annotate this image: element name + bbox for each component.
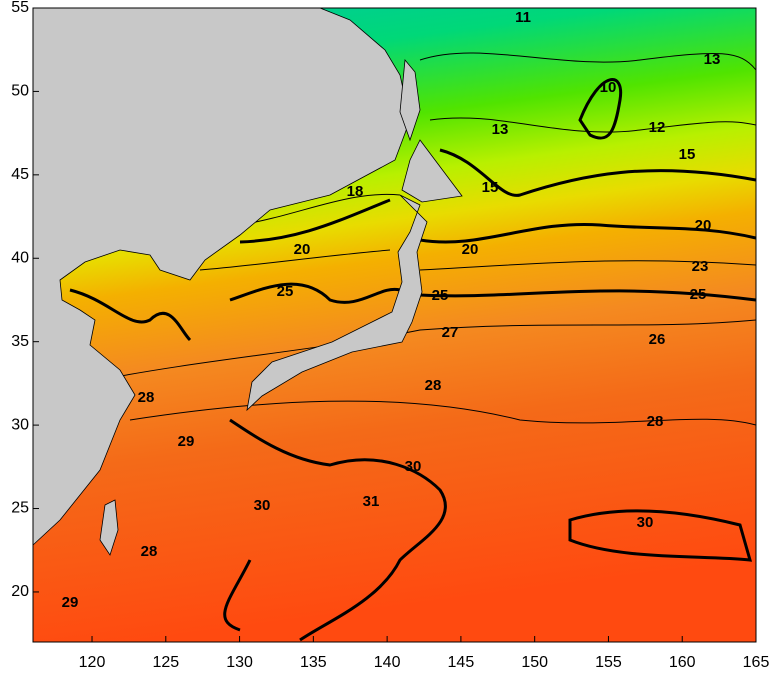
y-tick-label: 20 bbox=[11, 583, 29, 600]
contour-label: 29 bbox=[178, 433, 195, 450]
contour-label: 15 bbox=[679, 146, 696, 163]
contour-label: 28 bbox=[425, 377, 442, 394]
contour-label: 13 bbox=[704, 51, 721, 68]
contour-label: 13 bbox=[492, 121, 509, 138]
contour-label: 29 bbox=[62, 594, 79, 611]
x-tick-label: 160 bbox=[669, 654, 696, 671]
axes: 120 125 130 135 140 145 150 155 160 165 20 25 30 35 40… bbox=[11, 0, 769, 671]
contour-label: 28 bbox=[141, 543, 158, 560]
contour-label: 25 bbox=[432, 287, 449, 304]
y-tick-label: 55 bbox=[11, 0, 29, 16]
y-tick-label: 25 bbox=[11, 500, 29, 517]
contour-label: 20 bbox=[462, 241, 479, 258]
map-area: 11 13 10 13 12 15 15 18 20 20 20 23 25 25 25 27 26 28 28 28… bbox=[33, 8, 756, 642]
contours bbox=[69, 52, 756, 642]
land bbox=[33, 8, 463, 556]
contour-label: 20 bbox=[294, 241, 311, 258]
x-tick-label: 135 bbox=[300, 654, 327, 671]
y-tick-label: 30 bbox=[11, 416, 29, 433]
contour-label: 25 bbox=[690, 286, 707, 303]
contour-label: 28 bbox=[647, 413, 664, 430]
y-tick-label: 35 bbox=[11, 333, 29, 350]
contour-label: 30 bbox=[637, 514, 654, 531]
contour-label: 26 bbox=[649, 331, 666, 348]
x-tick-label: 155 bbox=[595, 654, 622, 671]
contour-label: 20 bbox=[695, 217, 712, 234]
contour-label: 12 bbox=[649, 119, 666, 136]
x-tick-label: 165 bbox=[743, 654, 770, 671]
frame bbox=[32, 7, 757, 643]
x-tick-label: 125 bbox=[152, 654, 179, 671]
contour-label: 23 bbox=[692, 258, 709, 275]
contour-label: 30 bbox=[405, 458, 422, 475]
contour-label: 27 bbox=[442, 324, 459, 341]
x-tick-label: 120 bbox=[79, 654, 106, 671]
contour-label: 11 bbox=[515, 9, 531, 26]
x-tick-label: 150 bbox=[521, 654, 548, 671]
contour-label: 28 bbox=[138, 389, 155, 406]
contour-label: 10 bbox=[600, 79, 617, 96]
x-tick-label: 140 bbox=[374, 654, 401, 671]
contour-label: 30 bbox=[254, 497, 271, 514]
x-tick-label: 145 bbox=[448, 654, 475, 671]
x-tick-label: 130 bbox=[226, 654, 253, 671]
contour-label: 25 bbox=[277, 283, 294, 300]
contour-label: 15 bbox=[482, 179, 499, 196]
contour-label: 31 bbox=[363, 493, 380, 510]
y-tick-label: 40 bbox=[11, 249, 29, 266]
y-tick-label: 50 bbox=[11, 83, 29, 100]
contour-label: 18 bbox=[347, 183, 364, 200]
y-tick-label: 45 bbox=[11, 166, 29, 183]
